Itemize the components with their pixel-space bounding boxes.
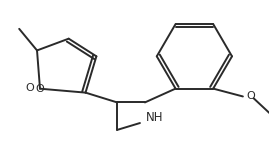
Text: O: O [25,83,34,93]
Text: O: O [247,91,256,101]
Text: O: O [36,84,44,94]
Text: NH: NH [146,111,164,124]
